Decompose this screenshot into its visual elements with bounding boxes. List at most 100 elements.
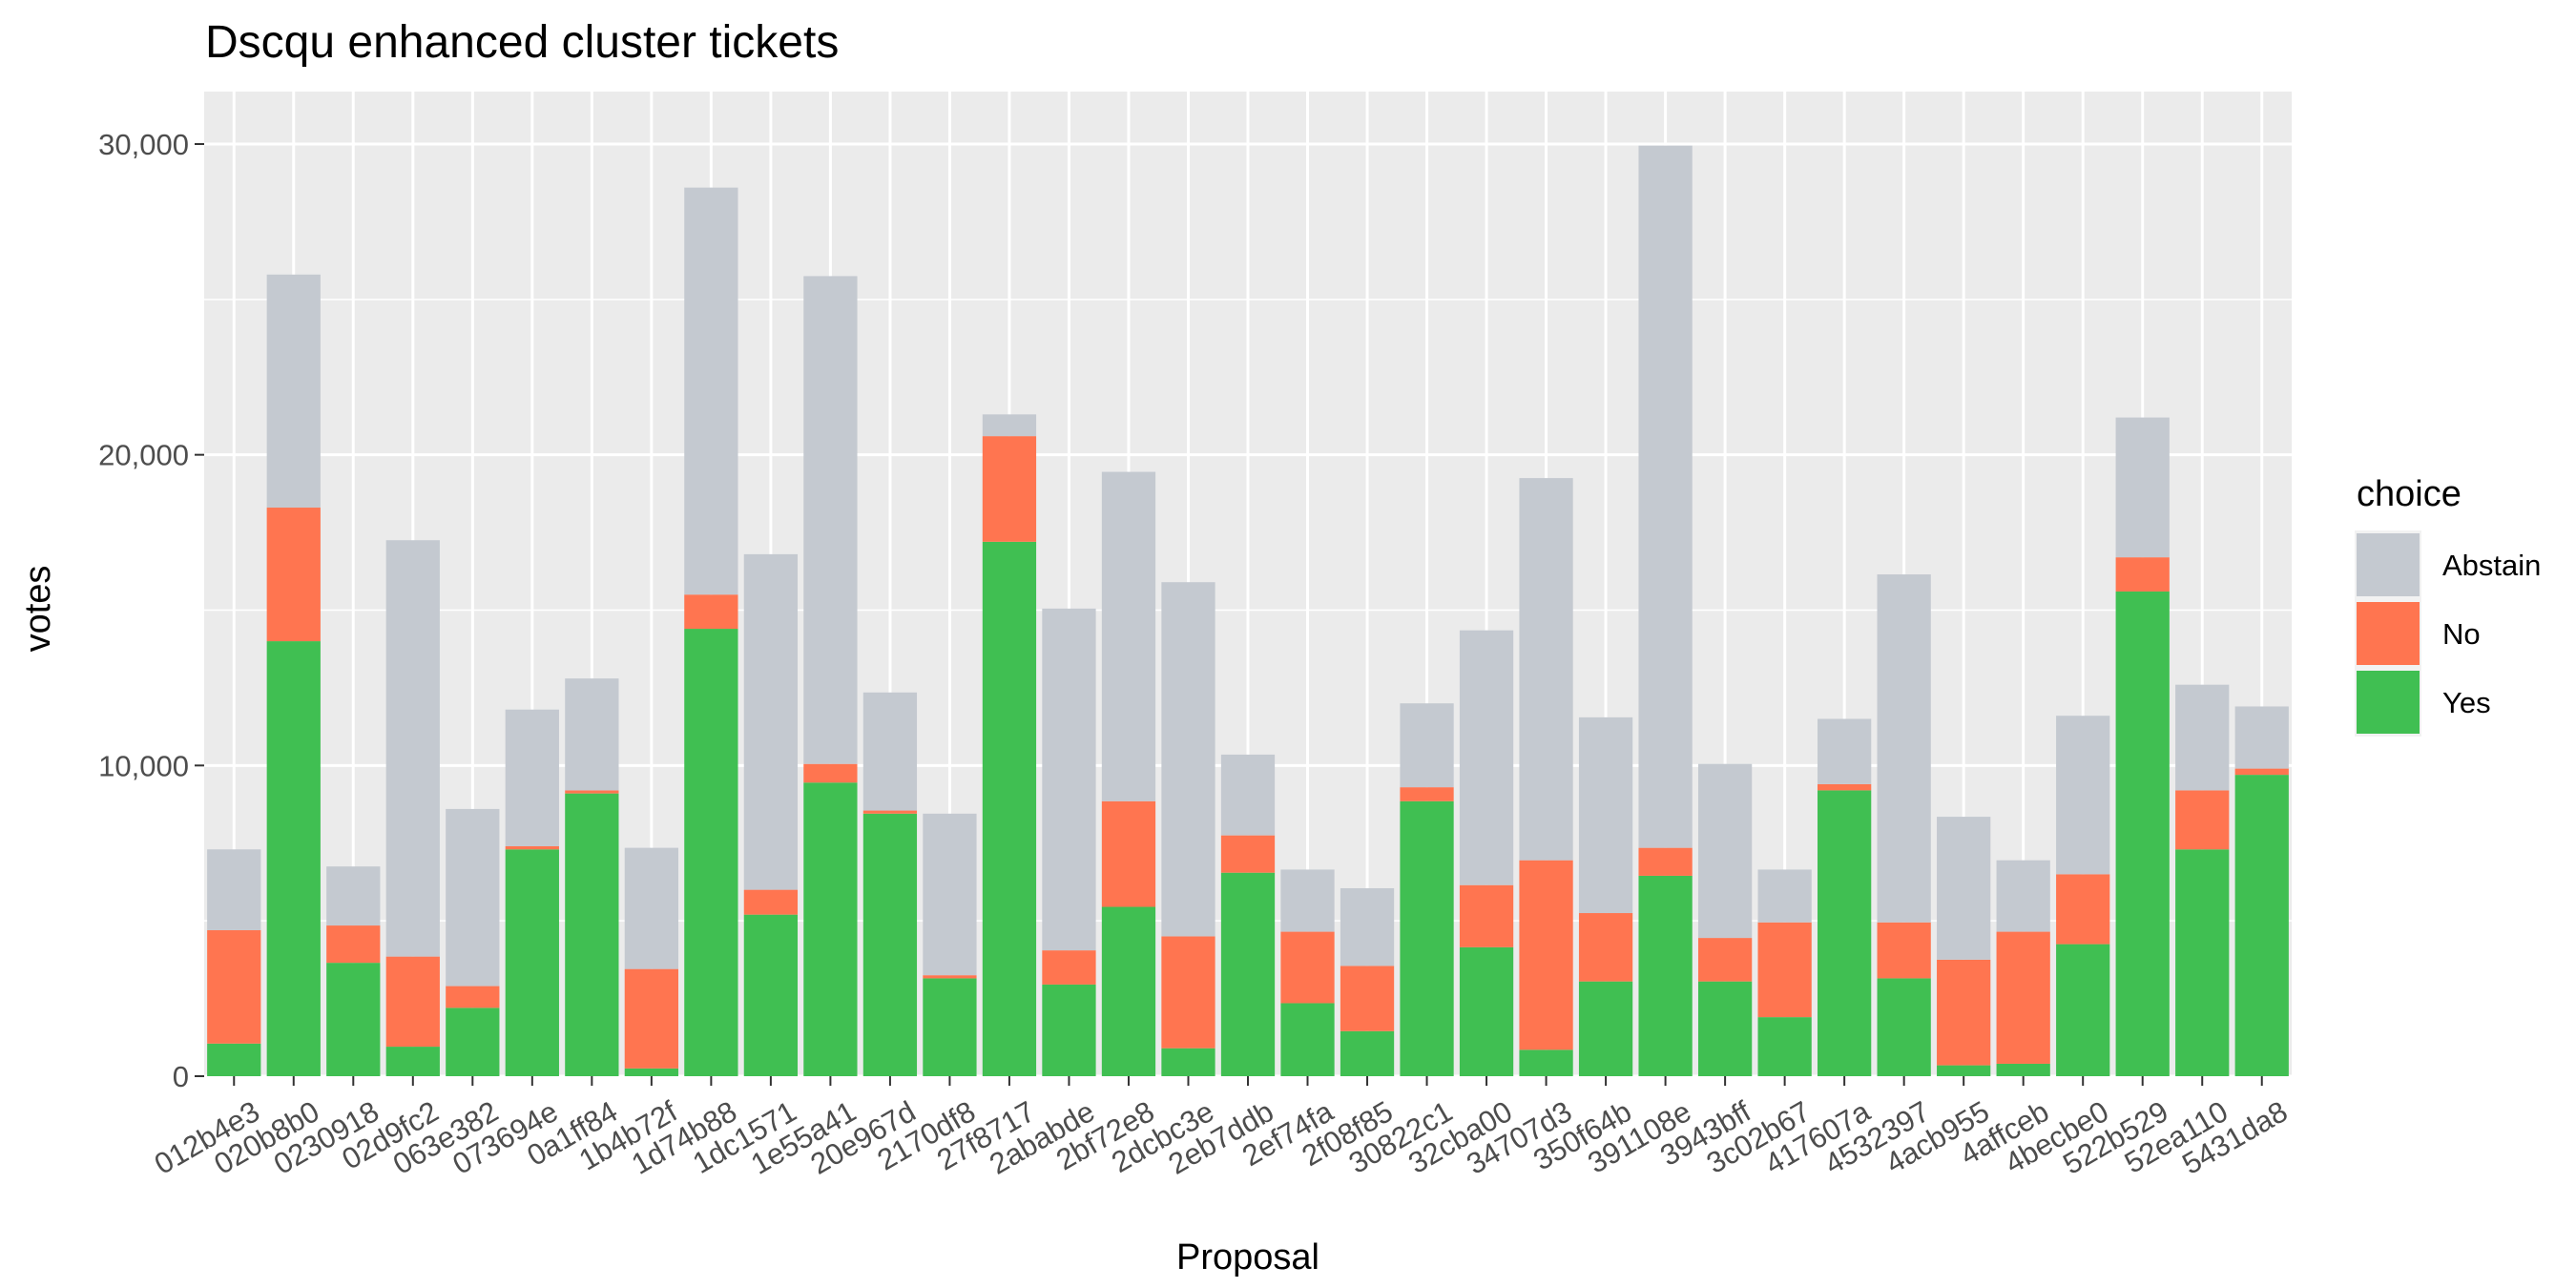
bar-abstain — [1340, 887, 1395, 966]
bar-abstain — [1042, 608, 1096, 951]
bar-yes — [1757, 1017, 1812, 1076]
y-tick-label: 30,000 — [98, 128, 189, 161]
bar-abstain — [1459, 630, 1514, 885]
legend-label-abstain: Abstain — [2442, 549, 2541, 582]
bar-yes — [1340, 1030, 1395, 1076]
bar-abstain — [1818, 718, 1872, 784]
bar-no — [1638, 847, 1693, 876]
bar-no — [2234, 768, 2289, 776]
bar-yes — [982, 541, 1037, 1076]
bar-no — [1340, 966, 1395, 1031]
y-tick-label: 10,000 — [98, 749, 189, 782]
bar-no — [1220, 835, 1276, 873]
legend: choice Abstain No Yes — [2355, 474, 2541, 737]
bar-abstain — [1161, 582, 1215, 937]
bar-no — [2115, 557, 2170, 592]
bar-abstain — [1638, 145, 1693, 848]
bar-yes — [1459, 946, 1514, 1076]
bar-abstain — [505, 709, 559, 847]
y-axis-ticks: 0 10,000 20,000 30,000 — [98, 128, 204, 1093]
bar-no — [1877, 922, 1931, 979]
bar-no — [1101, 800, 1156, 907]
bar-no — [505, 846, 559, 850]
legend-swatch-no — [2357, 602, 2420, 665]
bar-abstain — [1996, 860, 2050, 932]
bar-no — [1996, 931, 2050, 1064]
bar-no — [1757, 922, 1812, 1018]
bar-yes — [446, 1008, 500, 1076]
bar-no — [982, 436, 1037, 542]
bar-abstain — [446, 808, 500, 987]
bar-yes — [624, 1068, 678, 1076]
bar-no — [1937, 959, 1991, 1066]
bar-yes — [207, 1043, 261, 1076]
bar-no — [385, 956, 440, 1048]
bar-no — [2175, 790, 2230, 850]
x-axis-ticks: 012b4e3020b8b0023091802d9fc2063e38207369… — [149, 1076, 2293, 1181]
bar-yes — [1161, 1048, 1215, 1076]
chart-title: Dscqu enhanced cluster tickets — [205, 17, 839, 68]
bar-yes — [385, 1047, 440, 1076]
bar-yes — [1220, 872, 1276, 1076]
bar-no — [326, 925, 381, 964]
bar-abstain — [385, 540, 440, 957]
bar-no — [1818, 783, 1872, 791]
bar-abstain — [2175, 684, 2230, 791]
bar-yes — [1519, 1049, 1573, 1076]
bar-yes — [1638, 875, 1693, 1076]
bar-abstain — [565, 678, 619, 791]
bar-abstain — [1578, 717, 1633, 914]
bar-abstain — [1220, 754, 1276, 836]
bar-no — [1161, 936, 1215, 1049]
bar-abstain — [982, 414, 1037, 437]
bar-no — [1280, 931, 1335, 1004]
bar-abstain — [266, 274, 321, 509]
y-tick-label: 20,000 — [98, 439, 189, 472]
bar-no — [2056, 874, 2110, 945]
bar-abstain — [1937, 817, 1991, 960]
bar-abstain — [1877, 574, 1931, 923]
bar-yes — [1042, 984, 1096, 1076]
bar-abstain — [1280, 869, 1335, 932]
bar-yes — [1996, 1063, 2050, 1076]
bar-abstain — [1697, 763, 1753, 939]
bar-yes — [1101, 906, 1156, 1076]
bar-yes — [326, 963, 381, 1076]
bar-no — [446, 986, 500, 1008]
bar-abstain — [743, 553, 799, 890]
bar-yes — [923, 978, 977, 1076]
bar-yes — [743, 914, 799, 1076]
bar-abstain — [1519, 478, 1573, 861]
bar-yes — [2175, 849, 2230, 1076]
bar-abstain — [1400, 703, 1454, 788]
bar-abstain — [1101, 471, 1156, 801]
bar-no — [207, 929, 261, 1044]
legend-swatch-abstain — [2357, 533, 2420, 596]
legend-swatch-yes — [2357, 671, 2420, 734]
bar-yes — [1697, 981, 1753, 1076]
bar-abstain — [326, 866, 381, 926]
bar-yes — [505, 849, 559, 1076]
bar-yes — [1877, 978, 1931, 1076]
bars — [207, 145, 2289, 1076]
bar-yes — [1937, 1065, 1991, 1076]
bar-abstain — [923, 813, 977, 976]
legend-title: choice — [2357, 474, 2462, 514]
bar-abstain — [862, 692, 918, 811]
bar-yes — [684, 629, 738, 1076]
bar-yes — [1578, 981, 1633, 1076]
bar-no — [803, 763, 858, 783]
bar-no — [862, 810, 918, 814]
bar-yes — [2234, 775, 2289, 1076]
y-axis-title: votes — [18, 566, 58, 653]
bar-no — [565, 790, 619, 794]
bar-abstain — [207, 849, 261, 930]
bar-yes — [2115, 591, 2170, 1076]
bar-abstain — [684, 187, 738, 595]
bar-no — [1697, 938, 1753, 982]
bar-abstain — [2056, 716, 2110, 875]
bar-yes — [1818, 790, 1872, 1076]
bar-abstain — [624, 847, 678, 969]
bar-yes — [2056, 944, 2110, 1076]
bar-yes — [266, 641, 321, 1076]
